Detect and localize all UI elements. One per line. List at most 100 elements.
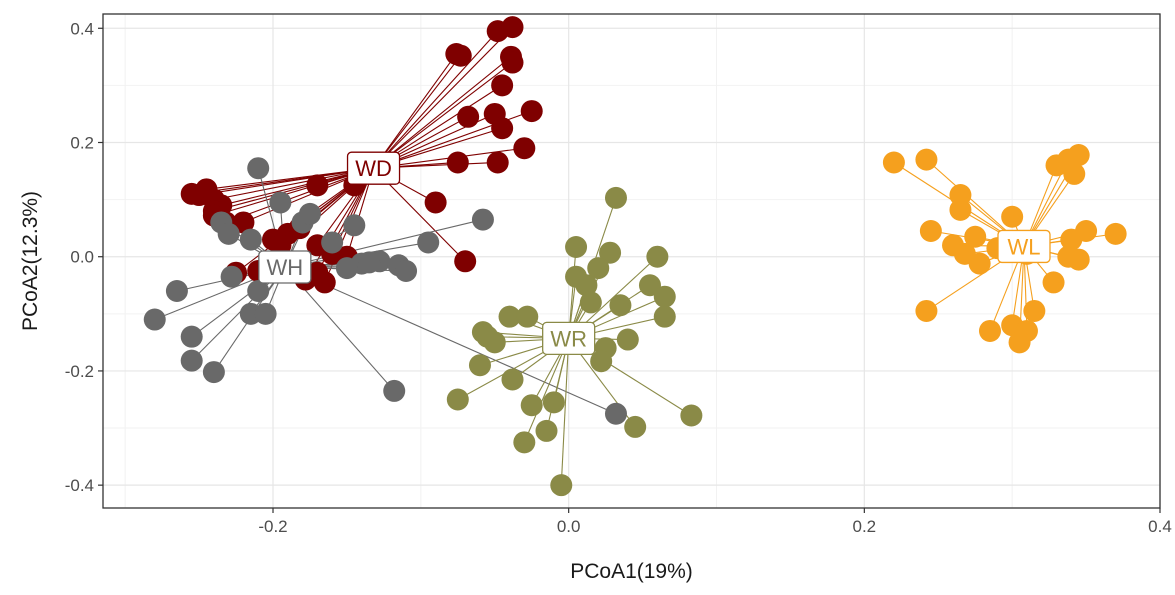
point-wd: [491, 74, 514, 97]
point-wr: [609, 294, 632, 317]
point-wh: [217, 222, 240, 245]
point-wl: [964, 225, 987, 248]
spider-line-wd: [373, 30, 499, 169]
axis-ticks: -0.2 0.0 0.2 0.4 -0.4 -0.2 0.0 0.2 0.4: [65, 19, 1172, 536]
point-wh: [239, 228, 262, 251]
point-wd: [446, 151, 469, 174]
point-wr: [616, 328, 639, 351]
point-wl: [1042, 271, 1065, 294]
point-wh: [254, 302, 277, 325]
point-wd: [520, 100, 543, 123]
point-wh: [180, 349, 203, 372]
y-tick-label: 0.2: [70, 133, 94, 152]
point-wl: [1067, 144, 1090, 167]
point-wr: [575, 274, 598, 297]
point-wl: [978, 319, 1001, 342]
point-wd: [232, 211, 255, 234]
spider-line-wd: [206, 167, 374, 190]
point-wd: [486, 151, 509, 174]
spider-line-wh: [284, 219, 484, 268]
x-axis-title: PCoA1(19%): [570, 560, 693, 583]
spider-line-wd: [373, 56, 512, 169]
y-tick-label: -0.4: [65, 476, 94, 495]
point-wr: [653, 305, 676, 328]
point-wh: [471, 208, 494, 231]
point-wr: [535, 419, 558, 442]
point-wl: [968, 252, 991, 275]
spider-line-wr: [523, 338, 570, 443]
spider-line-wd: [373, 62, 513, 169]
point-wd: [424, 191, 447, 214]
point-wh: [180, 325, 203, 348]
point-wh: [383, 379, 406, 402]
centroid-label-box: [258, 250, 312, 284]
point-wh: [395, 259, 418, 282]
point-wr: [550, 474, 573, 497]
centroid-label-box: [997, 229, 1051, 264]
point-wd: [306, 261, 329, 284]
point-wd: [306, 174, 329, 197]
x-tick-label: -0.2: [258, 517, 287, 536]
centroid-label-text: WH: [267, 255, 304, 280]
point-wl: [882, 151, 905, 174]
point-wh: [358, 251, 381, 274]
point-wd: [449, 44, 472, 67]
point-wr: [513, 431, 536, 454]
point-wh: [604, 402, 627, 425]
centroid-label-wr: WR: [542, 321, 596, 356]
point-wr: [501, 368, 524, 391]
point-wd: [454, 250, 477, 273]
x-tick-label: 0.2: [853, 517, 877, 536]
point-wh: [321, 231, 344, 254]
point-wr: [520, 394, 543, 417]
point-wd: [457, 105, 480, 128]
point-wr: [579, 291, 602, 314]
point-wr: [542, 391, 565, 414]
plot-border: [102, 13, 1161, 509]
point-wh: [417, 231, 440, 254]
point-wr: [653, 285, 676, 308]
point-wh: [335, 257, 358, 280]
y-tick-label: -0.2: [65, 362, 94, 381]
point-wr: [468, 354, 491, 377]
x-tick-label: 0.0: [557, 517, 581, 536]
spider-line-wh: [284, 266, 617, 415]
y-axis-title: PCoA2(12.3%): [19, 191, 42, 331]
point-wh: [247, 279, 270, 302]
point-wr: [646, 245, 669, 268]
point-wd: [501, 16, 524, 39]
point-wh: [220, 265, 243, 288]
data-points: [143, 16, 1127, 497]
y-tick-label: 0.4: [70, 19, 94, 38]
point-wl: [1001, 205, 1024, 228]
point-wr: [680, 404, 703, 427]
spider-line-wd: [373, 26, 513, 169]
point-wr: [624, 415, 647, 438]
centroid-label-wd: WD: [346, 151, 401, 185]
point-wl: [949, 198, 972, 221]
point-wl: [1075, 220, 1098, 243]
point-wh: [143, 308, 166, 331]
spider-line-wr: [560, 338, 570, 486]
point-wh: [165, 279, 188, 302]
point-wr: [498, 305, 521, 328]
centroid-label-wh: WH: [258, 250, 312, 284]
point-wr: [446, 388, 469, 411]
point-wr: [604, 186, 627, 209]
point-wd: [491, 117, 514, 140]
point-wd: [513, 137, 536, 160]
point-wh: [298, 202, 321, 225]
point-wr: [516, 305, 539, 328]
point-wr: [638, 274, 661, 297]
point-wh: [247, 157, 270, 180]
spider-line-wd: [373, 53, 457, 169]
centroid-label-text: WL: [1007, 234, 1040, 259]
point-wr: [565, 236, 588, 259]
grid-lines: [103, 14, 1161, 508]
centroid-label-text: WR: [550, 326, 587, 351]
point-wh: [269, 191, 292, 214]
point-wl: [915, 299, 938, 322]
point-wl: [1023, 299, 1046, 322]
point-wl: [1008, 331, 1031, 354]
